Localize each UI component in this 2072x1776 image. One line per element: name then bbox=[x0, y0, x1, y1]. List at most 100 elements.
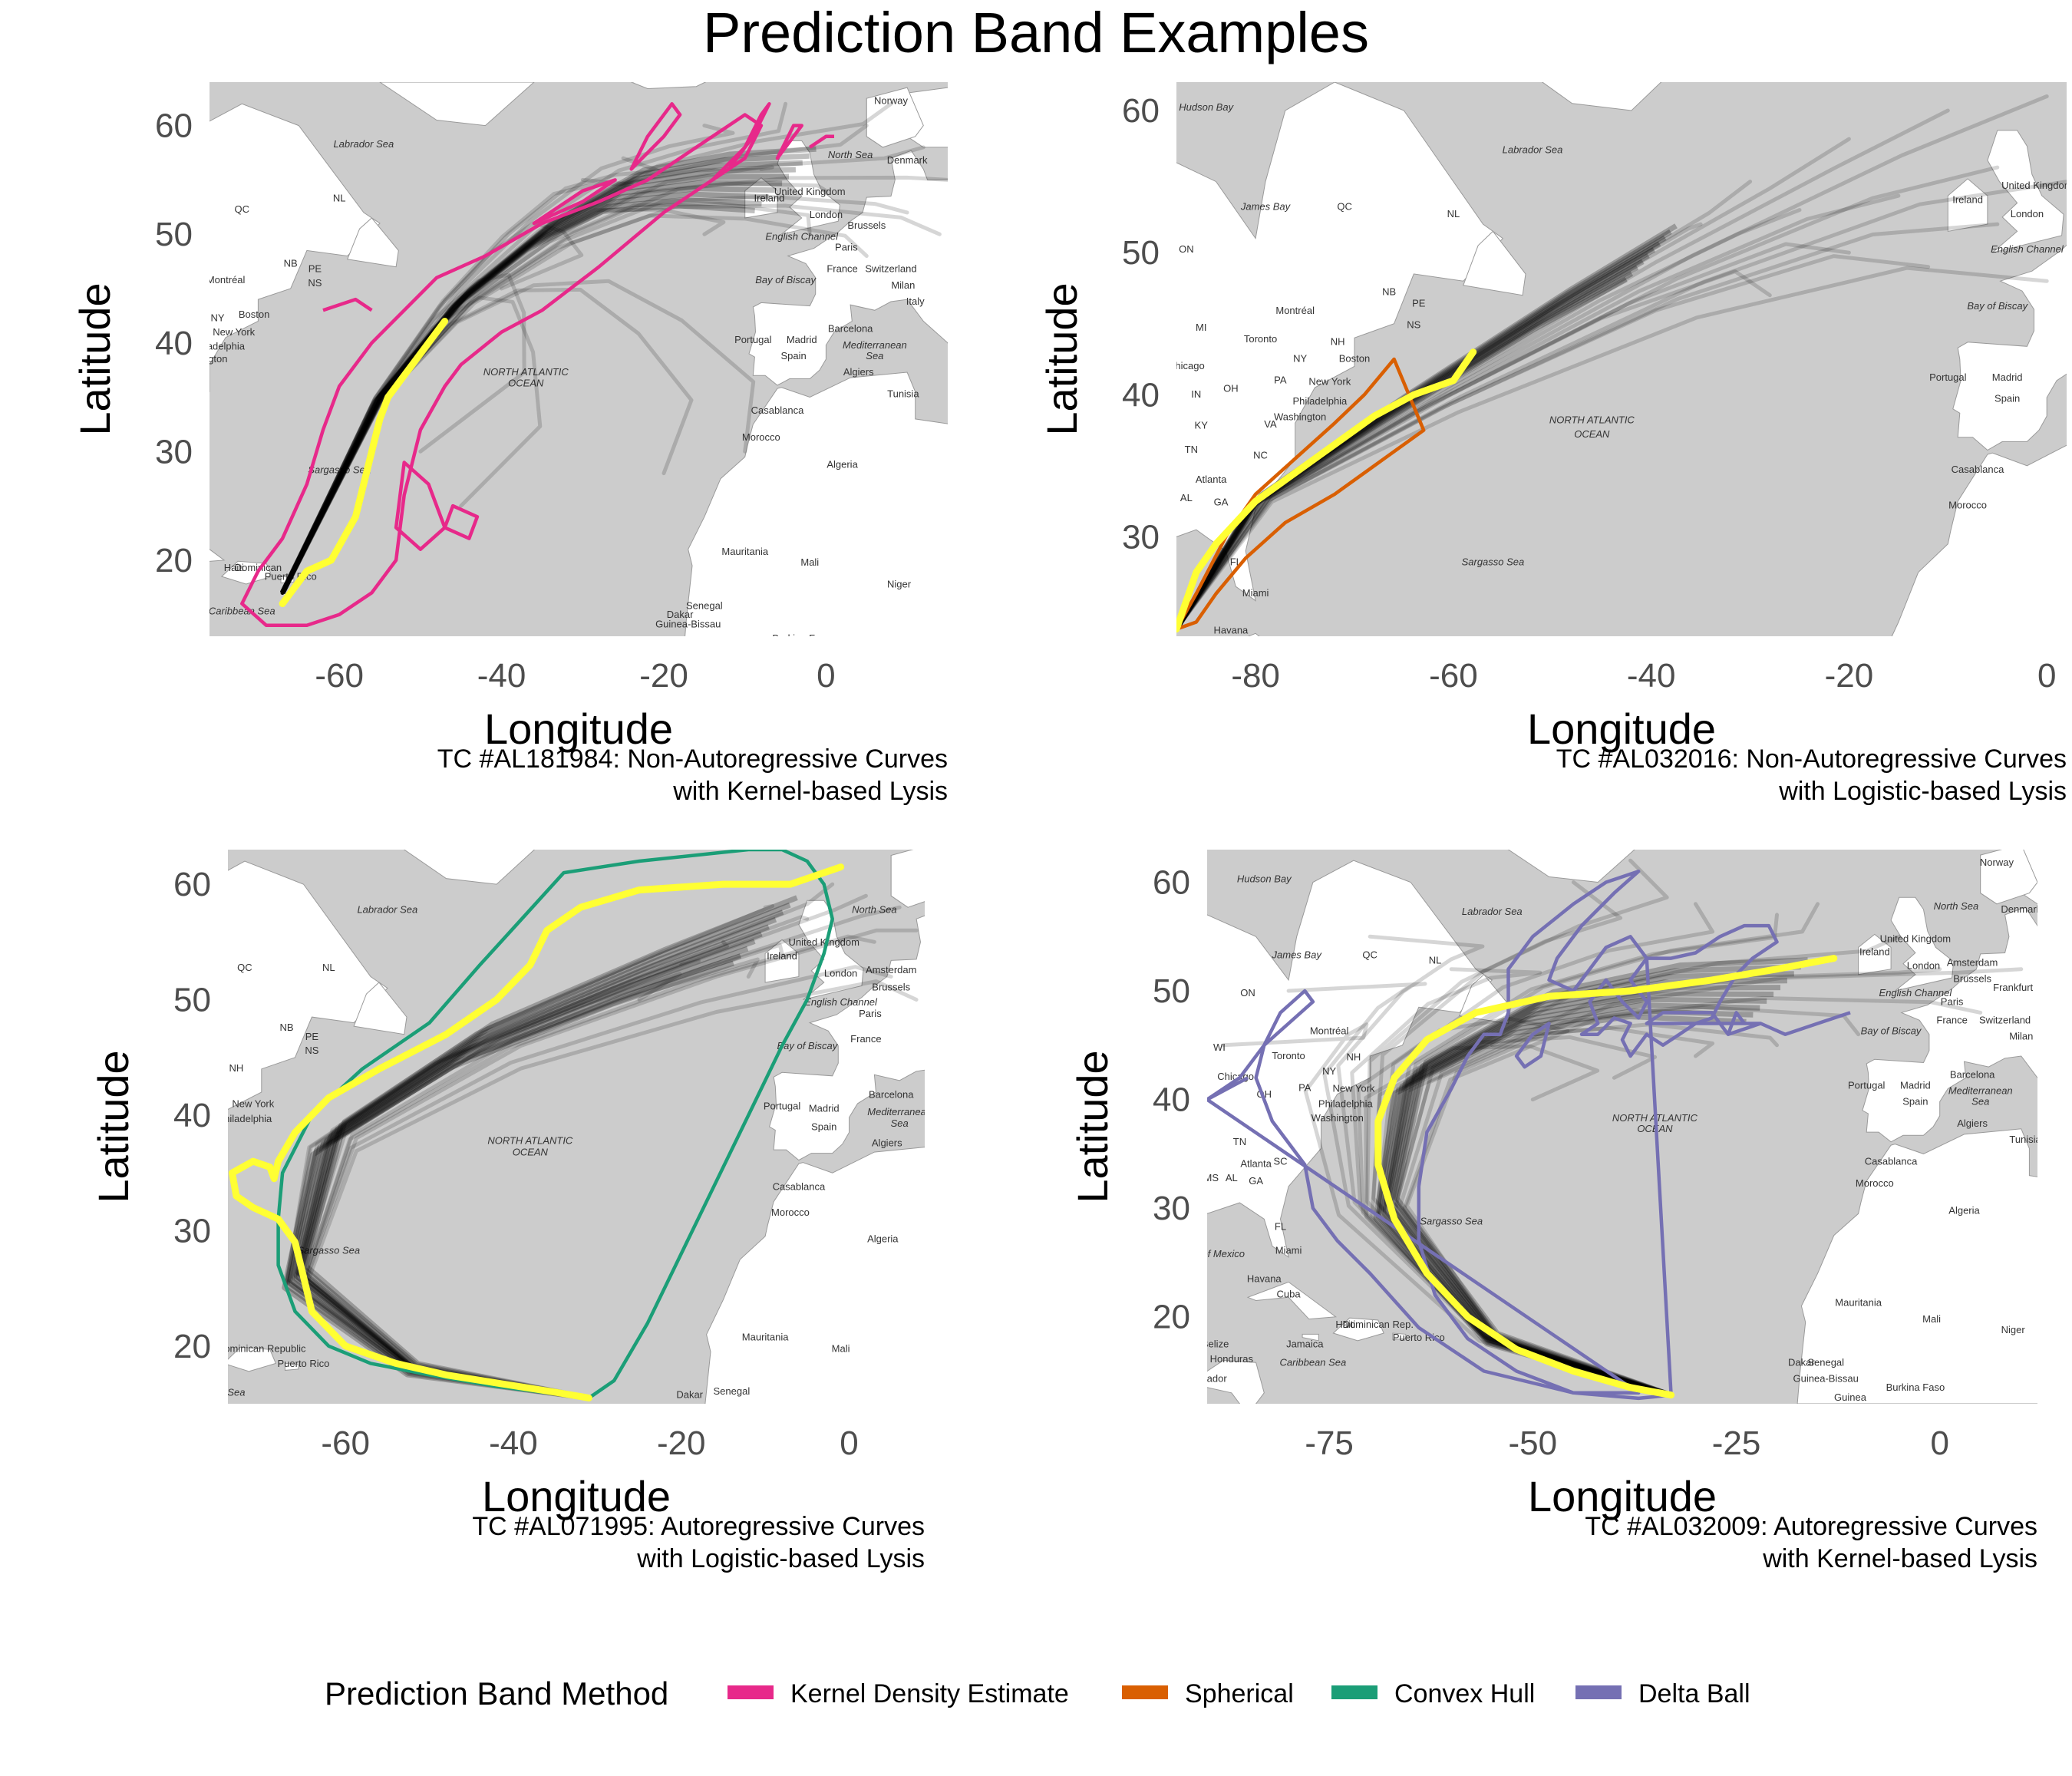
land-shape bbox=[1302, 1333, 1319, 1342]
map-label: Brussels bbox=[1953, 973, 1991, 985]
map-label: Barcelona bbox=[1950, 1068, 1995, 1080]
map-label: Mediterranean bbox=[843, 339, 907, 351]
map-label: Dakar bbox=[676, 1388, 703, 1400]
map-label: Ireland bbox=[754, 193, 785, 204]
simulated-curve bbox=[295, 942, 784, 1400]
map-label: Niger bbox=[887, 578, 912, 589]
x-tick-label: -40 bbox=[477, 657, 526, 695]
simulated-curve bbox=[1176, 259, 1645, 631]
y-tick-label: 20 bbox=[155, 542, 193, 579]
map-label: GA bbox=[1214, 497, 1229, 508]
x-tick-label: -20 bbox=[657, 1424, 706, 1462]
map-label: Morocco bbox=[742, 431, 780, 443]
simulated-curve bbox=[1176, 222, 2000, 632]
map-label: Mauritania bbox=[742, 1331, 789, 1342]
y-tick-label: 30 bbox=[173, 1212, 211, 1249]
land-shape bbox=[228, 860, 388, 1111]
map-label: Barcelona bbox=[869, 1088, 914, 1100]
legend-key-delta-ball bbox=[1575, 1685, 1622, 1699]
map-label: Burkina Faso bbox=[1886, 1382, 1945, 1393]
map-label: TN bbox=[1185, 444, 1198, 455]
land-shape bbox=[1891, 244, 2067, 636]
map-label: Chicago bbox=[1168, 360, 1205, 371]
x-axis-label: Longitude bbox=[1528, 1472, 1717, 1520]
map-label: Haiti bbox=[1335, 1319, 1355, 1330]
legend: Prediction Band Method Kernel Density Es… bbox=[325, 1675, 1750, 1712]
map-label: Labrador Sea bbox=[1462, 906, 1523, 917]
simulated-curve bbox=[280, 272, 526, 595]
land-shape bbox=[1987, 130, 2064, 253]
map-label: Philadelphia bbox=[1292, 395, 1348, 407]
x-tick-label: -60 bbox=[321, 1424, 370, 1462]
land-shape bbox=[744, 177, 778, 219]
land-shape bbox=[798, 900, 864, 1000]
map-label: Casablanca bbox=[1952, 464, 2004, 475]
panel-caption-line2: with Logistic-based Lysis bbox=[636, 1544, 925, 1573]
map-label: Spain bbox=[1902, 1096, 1928, 1108]
map-label: Frankfurt bbox=[1993, 982, 2033, 993]
map-label: Portugal bbox=[734, 334, 772, 345]
map-label: NY bbox=[211, 312, 225, 323]
map-label: Milan bbox=[2009, 1031, 2033, 1042]
map-label: Madrid bbox=[1900, 1079, 1931, 1091]
legend-key-kernel-density-estimate bbox=[728, 1685, 774, 1699]
y-tick-label: 60 bbox=[155, 107, 193, 145]
land-shape bbox=[210, 103, 381, 393]
simulated-curve bbox=[1176, 266, 2049, 632]
map-label: Madrid bbox=[787, 334, 817, 345]
panel-caption-line2: with Kernel-based Lysis bbox=[672, 777, 948, 806]
map-label: NH bbox=[1331, 335, 1345, 347]
legend-label-kernel-density-estimate: Kernel Density Estimate bbox=[790, 1679, 1069, 1708]
map-label: MI bbox=[1196, 322, 1206, 333]
land-shape bbox=[80, 604, 153, 659]
map-label: United Kingdom bbox=[788, 936, 859, 948]
simulated-curve bbox=[295, 904, 774, 1400]
legend-label-delta-ball: Delta Ball bbox=[1638, 1679, 1750, 1708]
land-shape bbox=[192, 1365, 209, 1372]
map-label: NL bbox=[1447, 208, 1460, 220]
simulated-curve bbox=[279, 167, 796, 594]
map-label: Denmark bbox=[887, 154, 928, 166]
simulated-curve bbox=[1377, 1002, 1760, 1398]
y-tick-label: 60 bbox=[1122, 92, 1160, 130]
map-label: Montréal bbox=[206, 274, 246, 286]
map-label: United Kingdom bbox=[1880, 933, 1952, 944]
map-label: Dakar bbox=[667, 609, 694, 620]
map-label: Washington bbox=[1311, 1112, 1364, 1124]
band-outline bbox=[322, 297, 373, 312]
y-tick-label: 40 bbox=[1153, 1081, 1190, 1119]
simulated-curve bbox=[1176, 222, 1703, 632]
map-label: Belize bbox=[1202, 1338, 1229, 1349]
map-label: English Channel bbox=[804, 996, 878, 1008]
map-label: North Sea bbox=[852, 904, 897, 916]
simulated-curve bbox=[1386, 902, 1820, 1398]
map-label: Brussels bbox=[847, 220, 886, 231]
map-label: Italy bbox=[906, 295, 925, 307]
map-label: Algiers bbox=[1957, 1117, 1988, 1129]
map-label: Dominican Republic bbox=[217, 1342, 306, 1354]
map-label: Dominican bbox=[235, 562, 282, 573]
land-shape bbox=[1176, 82, 1504, 602]
y-axis-label: Latitude bbox=[71, 282, 119, 435]
simulated-curve bbox=[1371, 858, 1674, 1398]
legend-key-spherical bbox=[1122, 1685, 1168, 1699]
observed-track bbox=[279, 318, 449, 607]
map-label: NORTH ATLANTIC bbox=[487, 1135, 573, 1147]
map-label: Ireland bbox=[1859, 946, 1890, 957]
map-label: GA bbox=[1249, 1175, 1263, 1187]
map-label: KY bbox=[1195, 420, 1209, 431]
map-label: London bbox=[1907, 960, 1940, 972]
map-label: France bbox=[826, 263, 857, 275]
map-label: Montréal bbox=[1310, 1025, 1349, 1037]
simulated-curve bbox=[280, 221, 584, 595]
map-label: NC bbox=[1253, 450, 1268, 461]
simulated-curve bbox=[1382, 991, 1774, 1398]
map-label: London bbox=[824, 967, 857, 979]
map-label: London bbox=[810, 209, 843, 220]
map-label: Casablanca bbox=[1865, 1156, 1918, 1167]
map-label: QC bbox=[1362, 949, 1377, 961]
land-shape bbox=[1382, 700, 1398, 708]
y-tick-label: 50 bbox=[1122, 234, 1160, 272]
map-label: Miami bbox=[1242, 587, 1269, 599]
